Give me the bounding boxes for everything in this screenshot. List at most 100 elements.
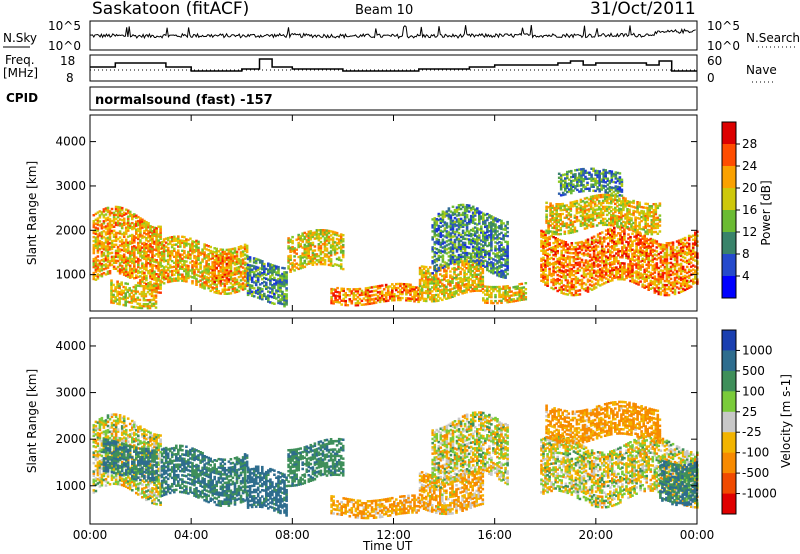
data-cell xyxy=(488,293,491,297)
data-cell xyxy=(598,238,602,241)
data-cell xyxy=(201,272,204,275)
data-cell xyxy=(265,283,268,286)
data-cell xyxy=(580,282,584,286)
data-cell xyxy=(435,287,438,291)
data-cell xyxy=(639,250,642,253)
data-cell xyxy=(307,252,311,255)
data-cell xyxy=(118,206,122,209)
data-cell xyxy=(490,293,493,297)
data-cell xyxy=(146,287,150,290)
data-cell xyxy=(364,293,368,296)
data-cell xyxy=(157,225,160,228)
data-cell xyxy=(651,280,655,283)
data-cell xyxy=(313,261,317,264)
data-cell xyxy=(319,250,323,254)
data-cell xyxy=(170,239,174,243)
data-cell xyxy=(540,241,543,245)
data-cell xyxy=(269,277,272,280)
data-cell xyxy=(639,272,642,275)
data-cell xyxy=(633,281,636,284)
data-cell xyxy=(457,247,461,251)
data-cell xyxy=(471,205,475,208)
data-cell xyxy=(145,264,148,268)
data-cell xyxy=(422,267,426,270)
data-cell xyxy=(134,284,138,287)
data-cell xyxy=(455,218,459,221)
data-cell xyxy=(219,258,223,261)
data-cell xyxy=(449,232,453,235)
data-cell xyxy=(453,286,456,290)
data-cell xyxy=(106,248,110,251)
data-cell xyxy=(199,267,202,270)
data-cell xyxy=(615,272,618,275)
data-cell xyxy=(354,290,358,293)
data-cell xyxy=(504,240,507,243)
data-cell xyxy=(635,280,638,283)
data-cell xyxy=(657,266,661,270)
data-cell xyxy=(566,243,570,246)
data-cell xyxy=(542,262,545,265)
data-cell xyxy=(203,257,206,260)
data-cell xyxy=(151,259,154,263)
data-cell xyxy=(490,263,493,266)
data-cell xyxy=(679,270,683,273)
data-cell xyxy=(185,256,188,259)
data-cell xyxy=(558,270,561,274)
data-cell xyxy=(594,278,598,281)
data-cell xyxy=(211,271,214,274)
data-cell xyxy=(582,274,586,277)
data-cell xyxy=(598,250,602,253)
data-cell xyxy=(506,222,509,226)
data-cell xyxy=(131,251,134,255)
data-cell xyxy=(655,280,659,283)
data-cell xyxy=(96,235,100,238)
data-cell xyxy=(451,213,455,216)
data-cell xyxy=(100,263,104,266)
data-cell xyxy=(639,276,642,279)
data-cell xyxy=(141,218,144,221)
data-cell xyxy=(162,250,166,253)
data-cell xyxy=(490,239,493,242)
data-cell xyxy=(437,248,441,252)
data-cell xyxy=(665,291,669,295)
data-cell xyxy=(227,262,231,265)
data-cell xyxy=(128,226,132,229)
data-cell xyxy=(663,285,667,289)
data-cell xyxy=(301,234,304,237)
data-cell xyxy=(415,286,418,289)
data-cell xyxy=(285,295,288,298)
data-cell xyxy=(659,269,663,272)
data-cell xyxy=(159,265,162,268)
data-cell xyxy=(341,255,345,259)
data-cell xyxy=(120,297,123,300)
data-cell xyxy=(118,222,122,225)
nave-tick-low: 0 xyxy=(707,71,715,85)
data-cell xyxy=(311,263,315,266)
data-cell xyxy=(623,266,626,269)
data-cell xyxy=(248,284,252,287)
data-cell xyxy=(100,235,104,238)
data-cell xyxy=(376,299,380,302)
data-cell xyxy=(641,241,644,244)
data-cell xyxy=(518,287,521,290)
data-cell xyxy=(443,278,446,281)
data-cell xyxy=(625,254,628,258)
data-cell xyxy=(471,215,475,218)
data-cell xyxy=(397,294,400,298)
data-cell xyxy=(449,280,452,283)
data-cell xyxy=(433,286,436,289)
data-cell xyxy=(465,279,468,282)
data-cell xyxy=(554,262,557,266)
data-cell xyxy=(139,259,142,262)
data-cell xyxy=(229,259,233,263)
data-cell xyxy=(237,275,241,279)
data-cell xyxy=(643,252,646,255)
data-cell xyxy=(166,276,170,280)
data-cell xyxy=(378,292,382,296)
data-cell xyxy=(621,276,624,279)
data-cell xyxy=(428,266,432,269)
data-cell xyxy=(480,229,483,232)
data-cell xyxy=(484,259,487,262)
data-cell xyxy=(407,291,410,294)
data-cell xyxy=(154,302,158,305)
